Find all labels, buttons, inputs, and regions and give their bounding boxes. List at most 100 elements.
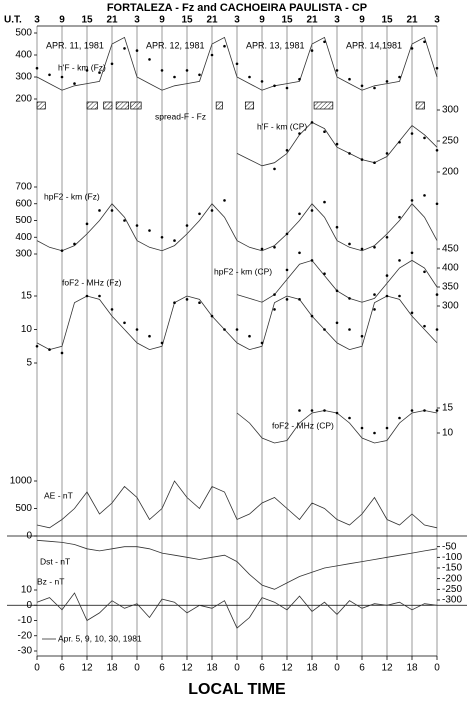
data-point xyxy=(60,249,64,252)
data-point xyxy=(98,71,101,74)
x-axis-label: LOCAL TIME xyxy=(188,681,286,698)
data-point xyxy=(110,209,114,212)
data-point xyxy=(435,293,439,296)
data-point xyxy=(373,308,376,311)
y-tick-label: 15 xyxy=(21,291,33,302)
top-tick-label: 9 xyxy=(359,15,365,26)
data-point xyxy=(385,426,389,430)
top-axis-label: U.T. xyxy=(4,15,22,26)
data-point xyxy=(323,272,326,276)
x-tick-label: 12 xyxy=(181,663,193,674)
data-point xyxy=(398,215,401,219)
data-point xyxy=(298,298,301,301)
data-point xyxy=(198,212,201,216)
data-point xyxy=(273,308,276,311)
data-point xyxy=(410,251,414,255)
data-point xyxy=(298,409,301,412)
data-point xyxy=(223,44,226,48)
x-tick-label: 12 xyxy=(281,663,293,674)
data-point xyxy=(60,351,64,355)
data-point xyxy=(348,416,351,420)
data-point xyxy=(148,229,151,232)
top-tick-label: 9 xyxy=(259,15,265,26)
panel-label: h'F - km (CP) xyxy=(257,121,307,131)
y-tick-label: 500 xyxy=(15,215,32,226)
top-tick-label: 9 xyxy=(59,15,65,26)
panel-label: Bz - nT xyxy=(37,576,64,586)
data-point xyxy=(335,289,339,293)
data-point xyxy=(173,301,176,305)
y-tick-label: 500 xyxy=(15,28,32,39)
data-line xyxy=(36,592,438,629)
y-tick-label: 15 xyxy=(442,403,454,414)
y-tick-label: 400 xyxy=(442,263,459,274)
x-tick-label: 0 xyxy=(234,663,240,674)
x-tick-label: 18 xyxy=(406,663,418,674)
data-point xyxy=(235,62,239,66)
panel-label: hpF2 - km (CP) xyxy=(214,266,272,276)
y-tick-label: 10 xyxy=(21,585,33,596)
panel-label: h'F - km (Fz) xyxy=(58,62,106,72)
data-point xyxy=(123,321,126,325)
top-tick-label: 15 xyxy=(181,15,193,26)
data-point xyxy=(35,66,39,70)
data-point xyxy=(73,242,76,246)
data-point xyxy=(323,409,326,412)
y-tick-label: 350 xyxy=(442,282,459,293)
data-point xyxy=(85,69,89,72)
y-tick-label: 250 xyxy=(442,136,459,147)
data-point xyxy=(398,259,401,262)
data-point xyxy=(260,80,264,83)
data-point xyxy=(98,294,101,298)
data-point xyxy=(385,235,389,239)
spread-f-interval xyxy=(130,101,142,110)
data-point xyxy=(435,149,439,152)
data-point xyxy=(298,77,301,81)
data-point xyxy=(273,84,276,88)
spread-f-interval xyxy=(86,101,98,110)
data-point xyxy=(85,294,89,298)
data-point xyxy=(248,75,251,79)
data-point xyxy=(48,73,51,77)
data-point xyxy=(135,224,139,227)
data-point xyxy=(110,62,114,66)
data-point xyxy=(348,242,351,246)
top-tick-label: 3 xyxy=(134,15,140,26)
data-point xyxy=(310,409,314,412)
y-tick-label: 450 xyxy=(442,244,459,255)
top-tick-label: 15 xyxy=(81,15,93,26)
data-point xyxy=(360,247,364,251)
data-point xyxy=(373,293,376,296)
data-point xyxy=(198,301,201,305)
data-point xyxy=(423,40,426,44)
data-point xyxy=(260,341,264,345)
spread-f-interval xyxy=(103,101,113,110)
y-tick-label: -10 xyxy=(18,615,33,626)
y-tick-label: 300 xyxy=(15,72,32,83)
x-tick-label: 6 xyxy=(59,663,65,674)
data-point xyxy=(160,235,164,239)
data-point xyxy=(385,274,389,277)
data-point xyxy=(398,294,401,298)
spread-f-interval xyxy=(215,101,223,110)
data-point xyxy=(435,66,439,70)
data-point xyxy=(385,152,389,155)
y-tick-label: -30 xyxy=(18,646,33,657)
data-point xyxy=(198,73,201,77)
data-point xyxy=(310,314,314,318)
data-point xyxy=(335,69,339,72)
data-point xyxy=(423,409,426,412)
data-point xyxy=(323,200,326,204)
y-tick-label: 10 xyxy=(21,324,33,335)
data-point xyxy=(210,53,214,57)
data-point xyxy=(410,199,414,202)
data-point xyxy=(298,251,301,255)
data-line xyxy=(36,203,438,252)
data-point xyxy=(310,259,314,262)
data-point xyxy=(335,411,339,415)
top-tick-label: 3 xyxy=(234,15,240,26)
x-tick-label: 0 xyxy=(434,663,440,674)
x-tick-label: 12 xyxy=(81,663,93,674)
data-point xyxy=(285,232,289,236)
